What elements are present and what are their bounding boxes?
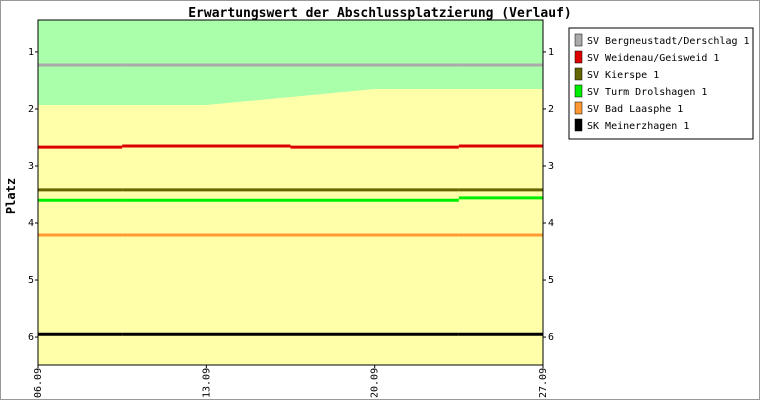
legend-swatch <box>574 33 583 47</box>
y-tick-label: 4 <box>28 218 34 229</box>
chart-title: Erwartungswert der Abschlussplatzierung … <box>188 6 572 21</box>
y-tick-label-right: 3 <box>548 161 554 172</box>
x-tick-label: 06.09 <box>33 368 44 398</box>
legend-swatch <box>574 118 583 132</box>
y-tick-label-right: 6 <box>548 332 554 343</box>
y-axis-label: Platz <box>4 178 18 214</box>
legend-swatch <box>574 101 583 115</box>
legend-swatch <box>574 84 583 98</box>
y-tick-label: 3 <box>28 161 34 172</box>
y-tick-label-right: 4 <box>548 218 554 229</box>
legend-label: SK Meinerzhagen 1 <box>587 121 689 132</box>
y-tick-label: 6 <box>28 332 34 343</box>
y-tick-label-right: 1 <box>548 47 554 58</box>
legend-label: SV Turm Drolshagen 1 <box>587 87 707 98</box>
y-tick-label: 1 <box>28 47 34 58</box>
legend-label: SV Bergneustadt/Derschlag 1 <box>587 36 750 47</box>
legend-box <box>568 27 754 140</box>
legend-label: SV Weidenau/Geisweid 1 <box>587 53 719 64</box>
x-tick-label: 20.09 <box>370 368 381 398</box>
y-tick-label: 2 <box>28 104 34 115</box>
legend-label: SV Bad Laasphe 1 <box>587 104 683 115</box>
x-tick-label: 27.09 <box>538 368 549 398</box>
upper-zone <box>38 20 543 105</box>
legend-swatch <box>574 67 583 81</box>
y-tick-label: 5 <box>28 275 34 286</box>
y-tick-label-right: 2 <box>548 104 554 115</box>
x-tick-label: 13.09 <box>201 368 212 398</box>
legend-swatch <box>574 50 583 64</box>
y-tick-label-right: 5 <box>548 275 554 286</box>
plot-border <box>37 19 544 366</box>
legend-label: SV Kierspe 1 <box>587 70 659 81</box>
